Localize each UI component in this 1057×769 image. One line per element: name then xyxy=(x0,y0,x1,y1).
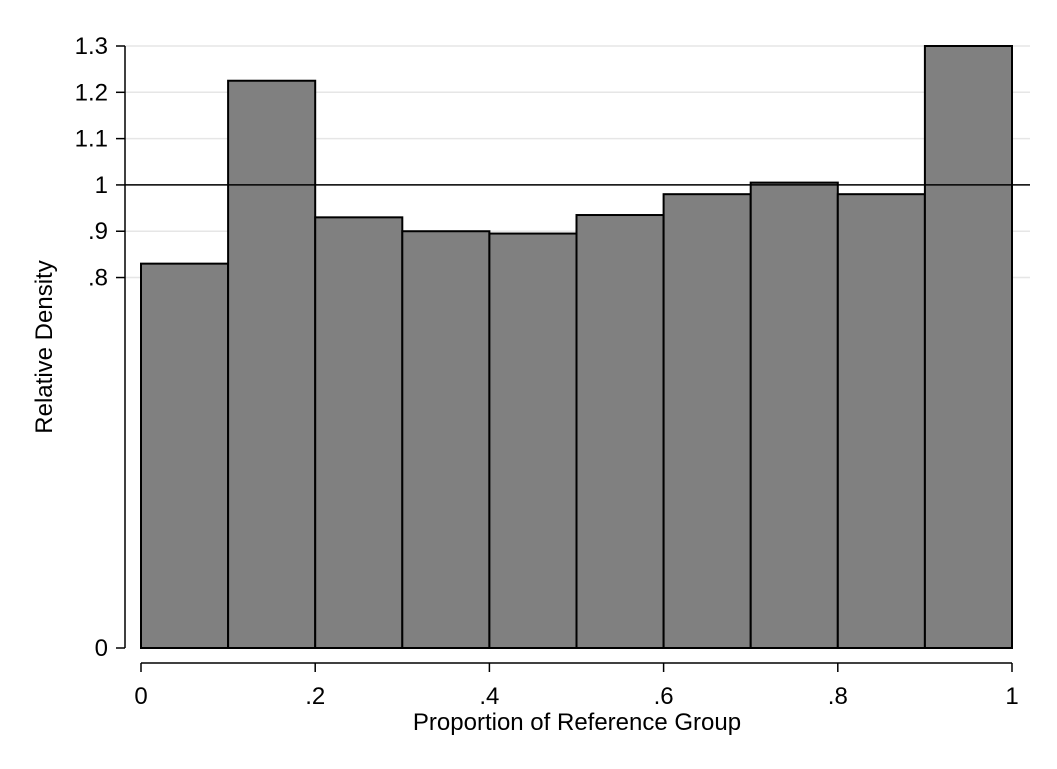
bars xyxy=(140,45,1014,650)
y-tick-label: 1.2 xyxy=(75,79,108,106)
y-axis-title: Relative Density xyxy=(31,260,58,433)
x-tick-label: .6 xyxy=(654,683,674,710)
histogram-bar xyxy=(401,230,491,649)
x-ticks: 0 .2 .4 .6 .8 1 xyxy=(134,663,1019,710)
histogram-bar xyxy=(488,232,578,650)
y-tick-label: 0 xyxy=(95,635,108,662)
histogram-bar xyxy=(314,216,404,649)
y-tick-label: .8 xyxy=(88,265,108,292)
y-tick-label: 1.3 xyxy=(75,33,108,60)
histogram-bar xyxy=(662,193,752,650)
x-tick-label: 1 xyxy=(1005,683,1018,710)
y-tick-label: .9 xyxy=(88,218,108,245)
y-tick-label: 1 xyxy=(95,172,108,199)
y-tick-label: 1.1 xyxy=(75,126,108,153)
x-tick-label: 0 xyxy=(134,683,147,710)
x-tick-label: .4 xyxy=(479,683,499,710)
y-ticks: 0 .8 .9 1 1.1 1.2 1.3 xyxy=(75,33,125,662)
x-tick-label: .8 xyxy=(828,683,848,710)
histogram-bar xyxy=(749,181,839,649)
x-tick-label: .2 xyxy=(305,683,325,710)
histogram-bar xyxy=(575,214,665,649)
histogram-bar xyxy=(836,193,926,650)
x-axis-title: Proportion of Reference Group xyxy=(413,709,741,736)
histogram-bar xyxy=(923,45,1014,649)
histogram-bar xyxy=(227,79,317,649)
histogram-bar xyxy=(140,262,230,649)
